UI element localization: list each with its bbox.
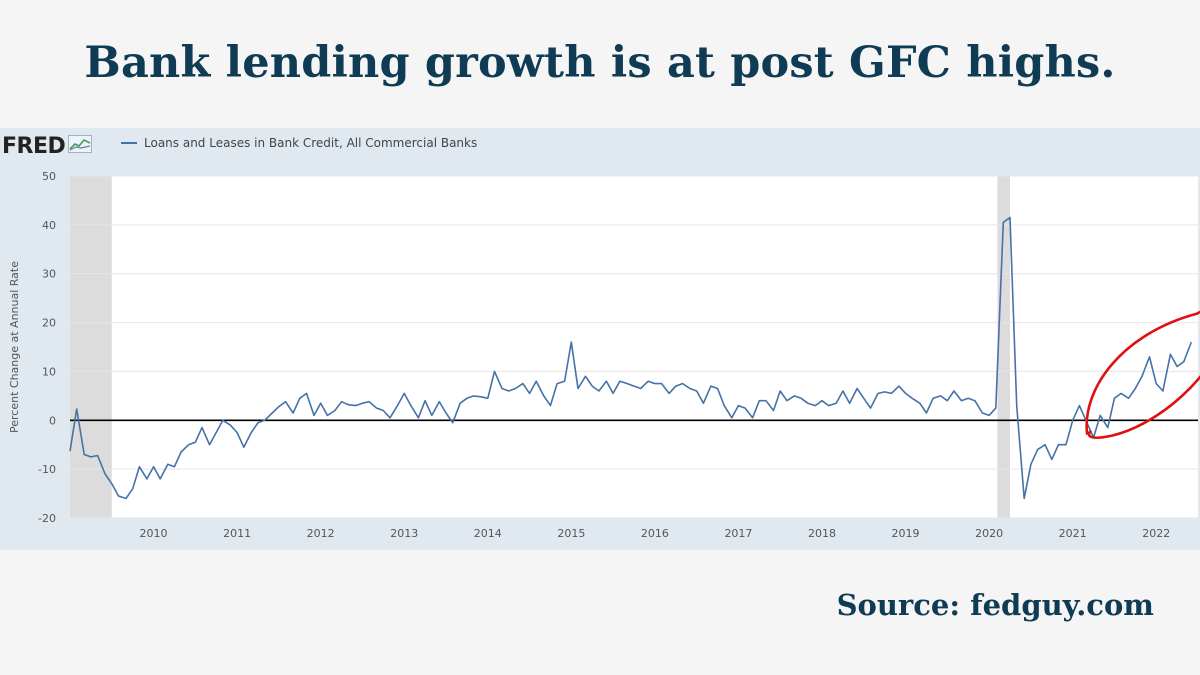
- fred-chart-panel: -20 -10 0 10 20 30 40 50 2010 2011 2012 2013 2014 201…: [0, 128, 1200, 550]
- x-tick-label: 2017: [724, 527, 752, 540]
- x-tick-label: 2018: [808, 527, 836, 540]
- x-tick-label: 2012: [307, 527, 335, 540]
- highlight-circle: [1085, 310, 1200, 440]
- plot-area: [70, 176, 1198, 518]
- chart-line-icon: [68, 135, 93, 157]
- series-line: [69, 216, 1193, 500]
- x-tick-label: 2011: [223, 527, 251, 540]
- x-tick-label: 2021: [1059, 527, 1087, 540]
- x-tick-label: 2015: [557, 527, 585, 540]
- legend-swatch: [121, 142, 137, 144]
- source-credit: Source: fedguy.com: [836, 588, 1154, 622]
- y-tick-label: -10: [38, 463, 56, 476]
- line-chart: -20 -10 0 10 20 30 40 50 2010 2011 2012 2013 2014 201…: [8, 170, 1200, 540]
- x-tick-label: 2014: [474, 527, 502, 540]
- x-tick-label: 2020: [975, 527, 1003, 540]
- y-tick-label: -20: [38, 512, 56, 525]
- y-tick-label: 0: [49, 414, 56, 427]
- chart-legend: Loans and Leases in Bank Credit, All Com…: [121, 136, 477, 150]
- y-tick-label: 50: [42, 170, 56, 183]
- x-tick-label: 2019: [892, 527, 920, 540]
- fred-logo[interactable]: FRED: [2, 131, 93, 161]
- x-tick-label: 2016: [641, 527, 669, 540]
- slide-title: Bank lending growth is at post GFC highs…: [84, 38, 1116, 88]
- y-tick-label: 30: [42, 268, 56, 281]
- x-tick-label: 2022: [1142, 527, 1170, 540]
- y-tick-label: 20: [42, 317, 56, 330]
- recession-band: [997, 176, 1010, 518]
- y-axis-label: Percent Change at Annual Rate: [8, 261, 21, 433]
- y-tick-label: 40: [42, 219, 56, 232]
- x-tick-label: 2013: [390, 527, 418, 540]
- fred-logo-text: FRED: [2, 133, 66, 159]
- legend-label: Loans and Leases in Bank Credit, All Com…: [144, 136, 478, 150]
- x-tick-label: 2010: [140, 527, 168, 540]
- y-tick-label: 10: [42, 365, 56, 378]
- recession-band: [70, 176, 112, 518]
